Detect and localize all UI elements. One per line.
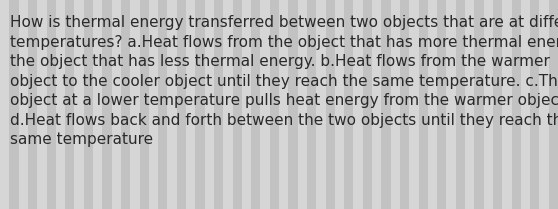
Bar: [502, 0, 512, 209]
Bar: [93, 0, 102, 209]
Bar: [549, 0, 558, 209]
Bar: [353, 0, 363, 209]
Bar: [344, 0, 353, 209]
Bar: [409, 0, 418, 209]
Bar: [121, 0, 130, 209]
Bar: [56, 0, 65, 209]
Bar: [251, 0, 261, 209]
Bar: [484, 0, 493, 209]
Bar: [0, 0, 9, 209]
Bar: [37, 0, 46, 209]
Bar: [270, 0, 279, 209]
Bar: [400, 0, 409, 209]
Bar: [437, 0, 446, 209]
Bar: [297, 0, 307, 209]
Bar: [149, 0, 158, 209]
Bar: [307, 0, 316, 209]
Bar: [316, 0, 325, 209]
Bar: [112, 0, 121, 209]
Bar: [65, 0, 74, 209]
Bar: [391, 0, 400, 209]
Bar: [233, 0, 242, 209]
Bar: [214, 0, 223, 209]
Bar: [140, 0, 149, 209]
Bar: [242, 0, 251, 209]
Bar: [195, 0, 205, 209]
Bar: [418, 0, 428, 209]
Bar: [446, 0, 456, 209]
Bar: [158, 0, 167, 209]
Bar: [335, 0, 344, 209]
Bar: [363, 0, 372, 209]
Bar: [521, 0, 530, 209]
Bar: [325, 0, 335, 209]
Bar: [167, 0, 177, 209]
Bar: [130, 0, 140, 209]
Bar: [18, 0, 28, 209]
Bar: [381, 0, 391, 209]
Bar: [493, 0, 502, 209]
Bar: [428, 0, 437, 209]
Bar: [288, 0, 297, 209]
Bar: [84, 0, 93, 209]
Bar: [28, 0, 37, 209]
Bar: [279, 0, 288, 209]
Bar: [512, 0, 521, 209]
Bar: [186, 0, 195, 209]
Bar: [9, 0, 18, 209]
Text: How is thermal energy transferred between two objects that are at different
temp: How is thermal energy transferred betwee…: [10, 15, 558, 147]
Bar: [261, 0, 270, 209]
Bar: [540, 0, 549, 209]
Bar: [465, 0, 474, 209]
Bar: [223, 0, 233, 209]
Bar: [177, 0, 186, 209]
Bar: [46, 0, 56, 209]
Bar: [456, 0, 465, 209]
Bar: [372, 0, 381, 209]
Bar: [74, 0, 84, 209]
Bar: [530, 0, 540, 209]
Bar: [205, 0, 214, 209]
Bar: [102, 0, 112, 209]
Bar: [474, 0, 484, 209]
